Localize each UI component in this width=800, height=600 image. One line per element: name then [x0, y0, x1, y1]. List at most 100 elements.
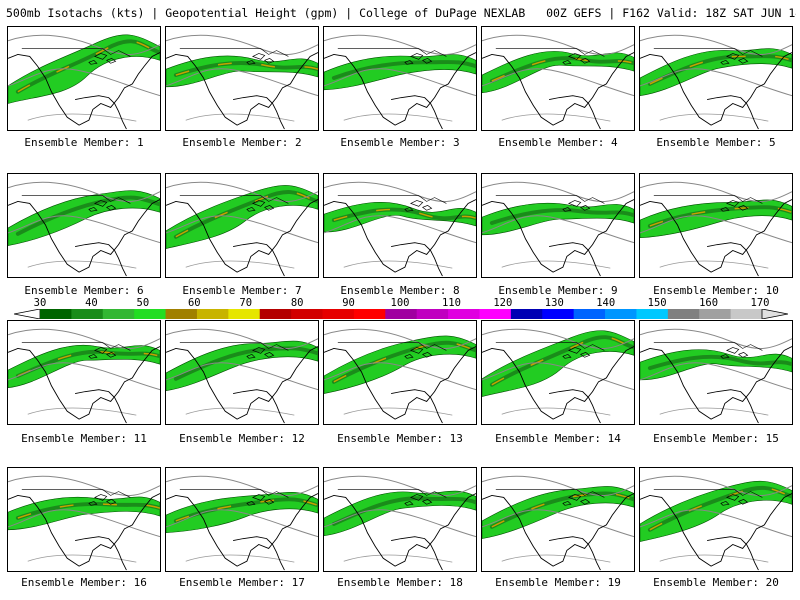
us-canada-border: [653, 195, 763, 204]
ensemble-member-label: Ensemble Member: 8: [340, 284, 460, 297]
ensemble-map-panel: [481, 26, 635, 131]
ensemble-member-label: Ensemble Member: 10: [653, 284, 779, 297]
gulf-coastline: [391, 536, 443, 571]
ensemble-map-panel: [7, 320, 161, 425]
ensemble-member-label: Ensemble Member: 12: [179, 432, 305, 445]
gulf-coastline: [707, 242, 759, 277]
height-contour: [324, 68, 476, 97]
ensemble-map-panel: [165, 320, 319, 425]
colorbar-tick-label: 100: [390, 297, 410, 309]
us-canada-border: [337, 489, 447, 498]
ensemble-member-label: Ensemble Member: 13: [337, 432, 463, 445]
jet-isotach-area: [324, 335, 476, 394]
ensemble-map-panel: [481, 467, 635, 572]
jet-isotach-area: [482, 330, 634, 397]
ensemble-map-panel: [639, 26, 793, 131]
jet-max-isotach: [333, 208, 476, 221]
us-canada-border: [337, 48, 447, 57]
height-contour: [501, 113, 611, 122]
colorbar-segment: [667, 309, 700, 319]
ensemble-member-label: Ensemble Member: 17: [179, 576, 305, 589]
height-contour: [166, 68, 318, 97]
ensemble-member-label: Ensemble Member: 20: [653, 576, 779, 589]
height-contour: [324, 34, 476, 56]
ensemble-member-label: Ensemble Member: 6: [24, 284, 144, 297]
colorbar-segment: [228, 309, 261, 319]
height-contour: [166, 181, 318, 203]
colorbar-segment: [322, 309, 355, 319]
title-right: 00Z GEFS | F162 Valid: 18Z SAT JUN 14 20…: [546, 6, 796, 20]
coastline: [166, 199, 318, 273]
height-contour: [482, 328, 634, 350]
coastline: [324, 52, 476, 126]
great-lakes: [404, 200, 433, 212]
coastline: [324, 199, 476, 273]
jet-isotach-area: [8, 344, 160, 389]
gulf-coastline: [549, 536, 601, 571]
gulf-coastline: [549, 389, 601, 424]
great-lakes: [720, 494, 749, 506]
colorbar-tick-label: 110: [441, 297, 461, 309]
gulf-coastline: [75, 389, 127, 424]
jet-isotach-core: [15, 195, 160, 236]
colorbar-segment: [134, 309, 167, 319]
height-contour: [640, 215, 792, 244]
jet-isotach-area: [8, 190, 160, 246]
colorbar-segment: [353, 309, 386, 319]
great-lakes: [720, 347, 749, 359]
ensemble-map-panel: [481, 173, 635, 278]
coastline: [8, 199, 160, 273]
ensemble-map-panel: [7, 467, 161, 572]
jet-isotach-area: [640, 48, 792, 96]
gulf-coastline: [233, 389, 285, 424]
colorbar-segment: [259, 309, 292, 319]
coastline: [640, 346, 792, 420]
height-contour: [185, 260, 295, 269]
us-canada-border: [495, 195, 605, 204]
jet-max-isotach: [175, 62, 318, 76]
great-lakes: [404, 494, 433, 506]
colorbar-tick-label: 30: [33, 297, 47, 309]
height-contour: [166, 509, 318, 538]
height-contour: [8, 34, 160, 56]
ensemble-map-panel: [165, 467, 319, 572]
great-lakes: [88, 347, 117, 359]
height-contour: [640, 328, 792, 350]
colorbar-tick-labels: 30 40 50 60 70 80 90 100 110 120 130 140 150 160 170: [34, 297, 770, 309]
height-contour: [166, 328, 318, 350]
gulf-coastline: [233, 95, 285, 130]
great-lakes: [404, 347, 433, 359]
ensemble-map-panel: [7, 173, 161, 278]
jet-max-isotach: [17, 40, 160, 93]
ensemble-map-panel: [481, 320, 635, 425]
jet-max-isotach: [17, 351, 160, 377]
us-canada-border: [337, 342, 447, 351]
ensemble-member-label: Ensemble Member: 14: [495, 432, 621, 445]
ensemble-map-panel: [639, 320, 793, 425]
us-canada-border: [179, 489, 289, 498]
ensemble-member-label: Ensemble Member: 2: [182, 136, 302, 149]
great-lakes: [562, 494, 591, 506]
ensemble-member-label: Ensemble Member: 15: [653, 432, 779, 445]
height-contour: [343, 113, 453, 122]
coastline: [482, 493, 634, 567]
jet-isotach-area: [324, 490, 476, 536]
us-canada-border: [495, 48, 605, 57]
height-contour: [324, 475, 476, 497]
colorbar-segment: [416, 309, 449, 319]
height-contour: [482, 181, 634, 203]
us-canada-border: [21, 489, 131, 498]
us-canada-border: [337, 195, 447, 204]
jet-max-isotach: [649, 55, 792, 85]
ensemble-member-label: Ensemble Member: 11: [21, 432, 147, 445]
ensemble-map-panel: [7, 26, 161, 131]
height-contour: [8, 328, 160, 350]
jet-isotach-area: [8, 34, 160, 104]
coastline: [482, 199, 634, 273]
coastline: [166, 52, 318, 126]
height-contour: [8, 181, 160, 203]
ensemble-member-label: Ensemble Member: 3: [340, 136, 460, 149]
colorbar-tick-label: 60: [187, 297, 201, 309]
colorbar-tick-label: 40: [85, 297, 98, 309]
gulf-coastline: [391, 242, 443, 277]
